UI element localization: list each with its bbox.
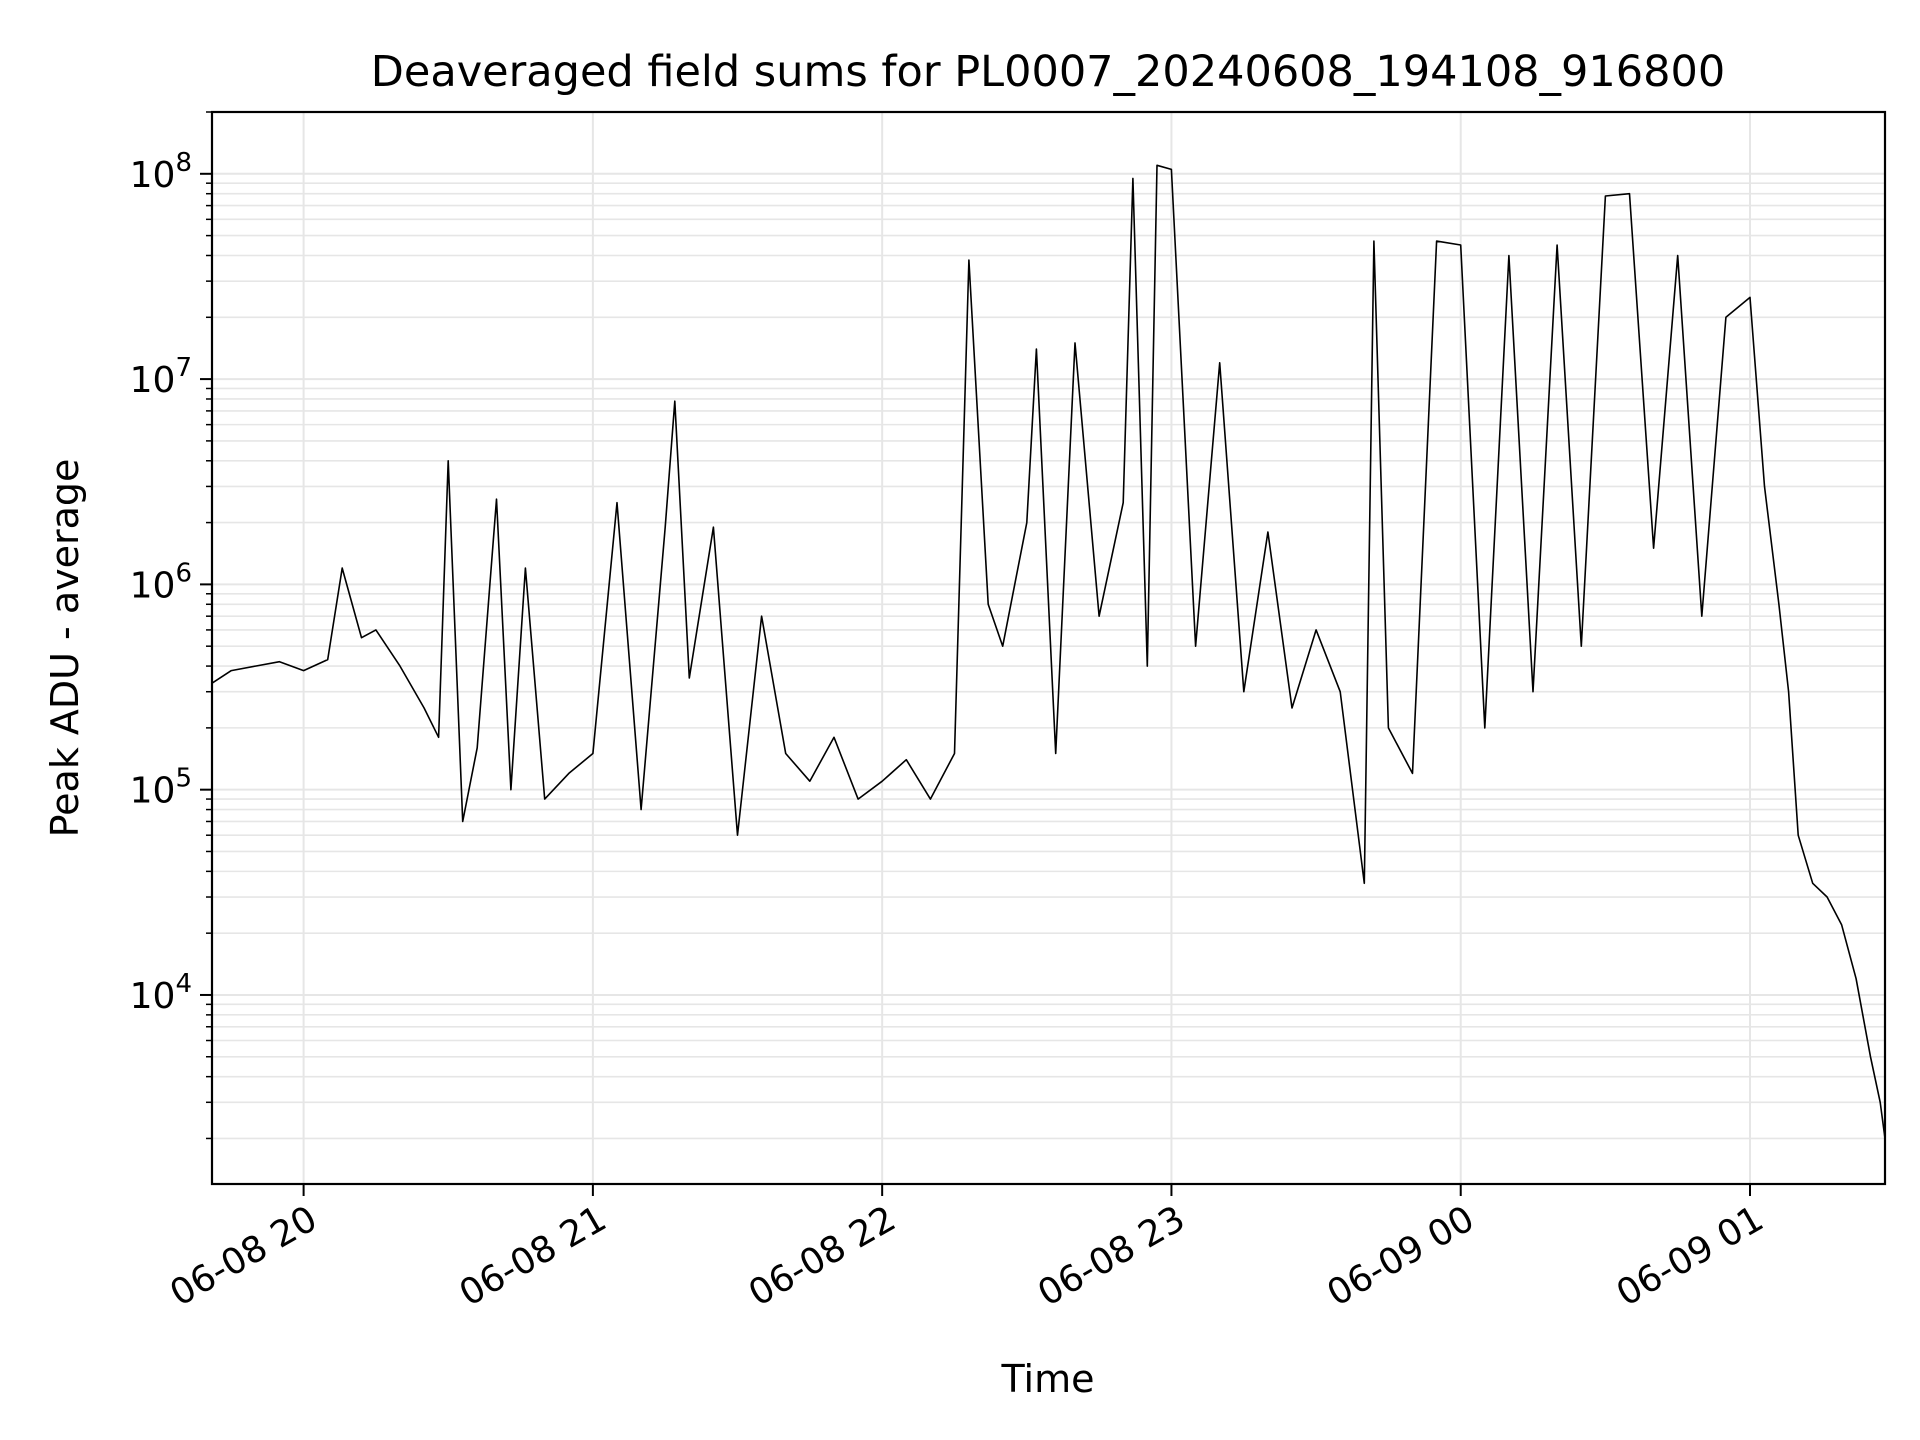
series-line [211,164,1886,1139]
y-tick-label: 107 [130,353,192,401]
y-tick-label: 104 [130,969,192,1017]
x-axis-label: Time [1001,1357,1095,1401]
y-tick-label: 105 [130,764,192,812]
y-tick-label: 106 [130,558,192,606]
chart-title: Deaveraged field sums for PL0007_2024060… [371,47,1725,97]
plot-frame [210,110,1887,1186]
y-axis-label: Peak ADU - average [43,459,87,838]
grid [212,111,1885,1184]
y-tick-label: 108 [130,148,192,196]
